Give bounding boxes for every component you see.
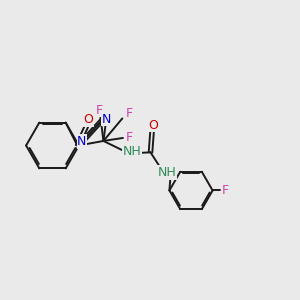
Text: F: F [125,107,133,120]
Text: NH: NH [157,166,176,179]
Text: F: F [222,184,229,197]
Text: N: N [101,113,111,126]
Text: F: F [95,104,103,117]
Text: O: O [148,119,158,132]
Text: NH: NH [123,145,142,158]
Text: F: F [126,131,133,144]
Text: O: O [83,113,93,126]
Text: N: N [77,135,87,148]
